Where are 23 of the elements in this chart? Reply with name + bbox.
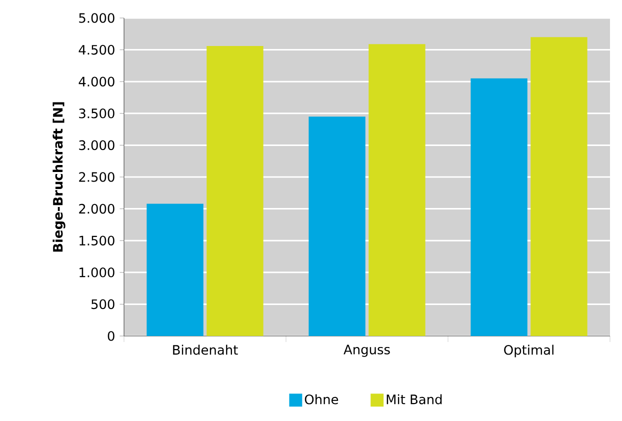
bar xyxy=(470,78,528,336)
bar xyxy=(530,37,588,336)
y-tick-label: 0 xyxy=(108,331,114,341)
bar xyxy=(146,204,204,336)
x-tick-label: Optimal xyxy=(504,344,554,358)
y-tick-label: 3.000 xyxy=(79,140,114,150)
y-tick-label: 1.500 xyxy=(80,236,114,246)
y-tick-label: 1.000 xyxy=(80,268,114,278)
bar xyxy=(206,46,264,336)
x-tick-label: Bindenaht xyxy=(173,344,238,355)
bar xyxy=(308,116,366,336)
y-tick-label: 5.000 xyxy=(79,13,114,23)
y-tick-label: 2.000 xyxy=(79,204,114,214)
bar xyxy=(368,44,426,336)
y-tick-label: 2.500 xyxy=(79,172,114,182)
y-axis-title: Biege-Bruchkraft [N] xyxy=(52,102,66,252)
y-tick-label: 3.500 xyxy=(79,108,114,118)
legend-label: Mit Band xyxy=(386,394,442,404)
legend-label: Ohne xyxy=(304,394,338,404)
y-tick-label: 4.000 xyxy=(78,76,114,86)
x-tick-label: Anguss xyxy=(344,344,390,357)
y-tick-label: 500 xyxy=(92,299,114,310)
y-tick-label: 4.500 xyxy=(78,44,114,55)
